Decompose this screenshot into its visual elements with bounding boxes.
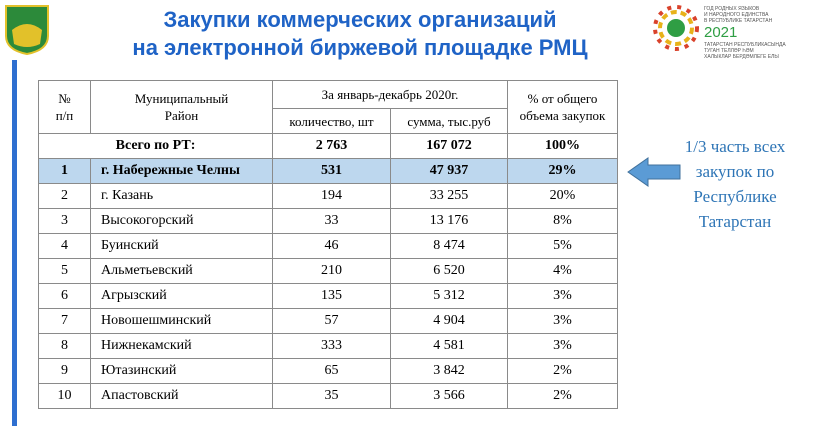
table-cell: Буинский [90, 233, 273, 259]
table-cell: 33 255 [390, 183, 508, 209]
title: Закупки коммерческих организаций на элек… [132, 7, 588, 60]
logo-year: 2021 [704, 24, 738, 41]
table-cell: 2% [507, 383, 618, 409]
table-cell: 2 [38, 183, 91, 209]
table-cell: Альметьевский [90, 258, 273, 284]
logo-text: ГОД РОДНЫХ ЯЗЫКОВ И НАРОДНОГО ЕДИНСТВА В… [704, 6, 773, 24]
table-cell: Агрызский [90, 283, 273, 309]
table-cell: Новошешминский [90, 308, 273, 334]
table-cell: 194 [272, 183, 391, 209]
table-row: 6 Агрызский 135 5 312 3% [38, 283, 618, 309]
total-cell: 100% [507, 133, 618, 159]
table-body: № п/п Муниципальный Район За январь-дека… [38, 80, 618, 409]
table-cell: Ютазинский [90, 358, 273, 384]
table-row: 1 г. Набережные Челны 531 47 937 29% [38, 158, 618, 184]
table-cell: 3 [38, 208, 91, 234]
table-cell: 4 581 [390, 333, 508, 359]
table-cell: 65 [272, 358, 391, 384]
table-cell: 35 [272, 383, 391, 409]
header-cell: Муниципальный Район [90, 80, 273, 134]
table-cell: 8 474 [390, 233, 508, 259]
header-row: количество, шт сумма, тыс.руб [39, 108, 618, 134]
table-cell: 3% [507, 333, 618, 359]
table-cell: 5 312 [390, 283, 508, 309]
table-cell: 29% [507, 158, 618, 184]
table-cell: 46 [272, 233, 391, 259]
table-cell: 4 [38, 233, 91, 259]
table-cell: 3 566 [390, 383, 508, 409]
table-row: 7 Новошешминский 57 4 904 3% [38, 308, 618, 334]
table-cell: 5 [38, 258, 91, 284]
callout: 1/3 часть всех закупок по Республике Тат… [684, 137, 786, 231]
table-cell: 5% [507, 233, 618, 259]
table-cell: 1 [38, 158, 91, 184]
table-cell: 47 937 [390, 158, 508, 184]
table-cell: 4% [507, 258, 618, 284]
total-label: Всего по РТ: [38, 133, 273, 159]
table-row: 3 Высокогорский 33 13 176 8% [38, 208, 618, 234]
table-cell: 8 [38, 333, 91, 359]
table-cell: 3% [507, 308, 618, 334]
table-cell: г. Казань [90, 183, 273, 209]
table-cell: 2% [507, 358, 618, 384]
table-row: 8 Нижнекамский 333 4 581 3% [38, 333, 618, 359]
header-cell: сумма, тыс.руб [390, 108, 508, 134]
table-cell: Высокогорский [90, 208, 273, 234]
table-cell: 7 [38, 308, 91, 334]
table-cell: 135 [272, 283, 391, 309]
logo-text: ТАТАРСТАН РЕСПУБЛИКАСЫНДА ТУГАН ТЕЛЛӘР Һ… [704, 42, 786, 60]
emblem-detail [12, 24, 42, 47]
side-bar [12, 60, 17, 426]
table-cell: 3 842 [390, 358, 508, 384]
header-cell: № п/п [38, 80, 91, 134]
table-cell: 20% [507, 183, 618, 209]
table-cell: 531 [272, 158, 391, 184]
year-logo [653, 5, 699, 51]
table-cell: 4 904 [390, 308, 508, 334]
table-cell: 6 520 [390, 258, 508, 284]
header-cell: количество, шт [272, 108, 391, 134]
header-cell: % от общего объема закупок [507, 80, 618, 134]
table-row: 4 Буинский 46 8 474 5% [38, 233, 618, 259]
table-cell: 13 176 [390, 208, 508, 234]
total-cell: 2 763 [272, 133, 391, 159]
table: № п/п Муниципальный Район За январь-дека… [38, 80, 618, 409]
table-row: 9 Ютазинский 65 3 842 2% [38, 358, 618, 384]
table-cell: 9 [38, 358, 91, 384]
total-cell: 167 072 [390, 133, 508, 159]
table-cell: 8% [507, 208, 618, 234]
table-cell: Нижнекамский [90, 333, 273, 359]
total-row: Всего по РТ: 2 763 167 072 100% [38, 133, 618, 159]
header-row: № п/п Муниципальный Район За январь-дека… [38, 80, 618, 134]
table-cell: 6 [38, 283, 91, 309]
arrow [627, 157, 681, 187]
table-row: 2 г. Казань 194 33 255 20% [38, 183, 618, 209]
table-cell: 10 [38, 383, 91, 409]
table-cell: 3% [507, 283, 618, 309]
table-cell: 33 [272, 208, 391, 234]
table-cell: Апастовский [90, 383, 273, 409]
table-cell: 57 [272, 308, 391, 334]
table-cell: 210 [272, 258, 391, 284]
header-cell: За январь-декабрь 2020г. [272, 80, 508, 109]
table-cell: 333 [272, 333, 391, 359]
table-cell: г. Набережные Челны [90, 158, 273, 184]
table-row: 10 Апастовский 35 3 566 2% [38, 383, 618, 409]
table-row: 5 Альметьевский 210 6 520 4% [38, 258, 618, 284]
